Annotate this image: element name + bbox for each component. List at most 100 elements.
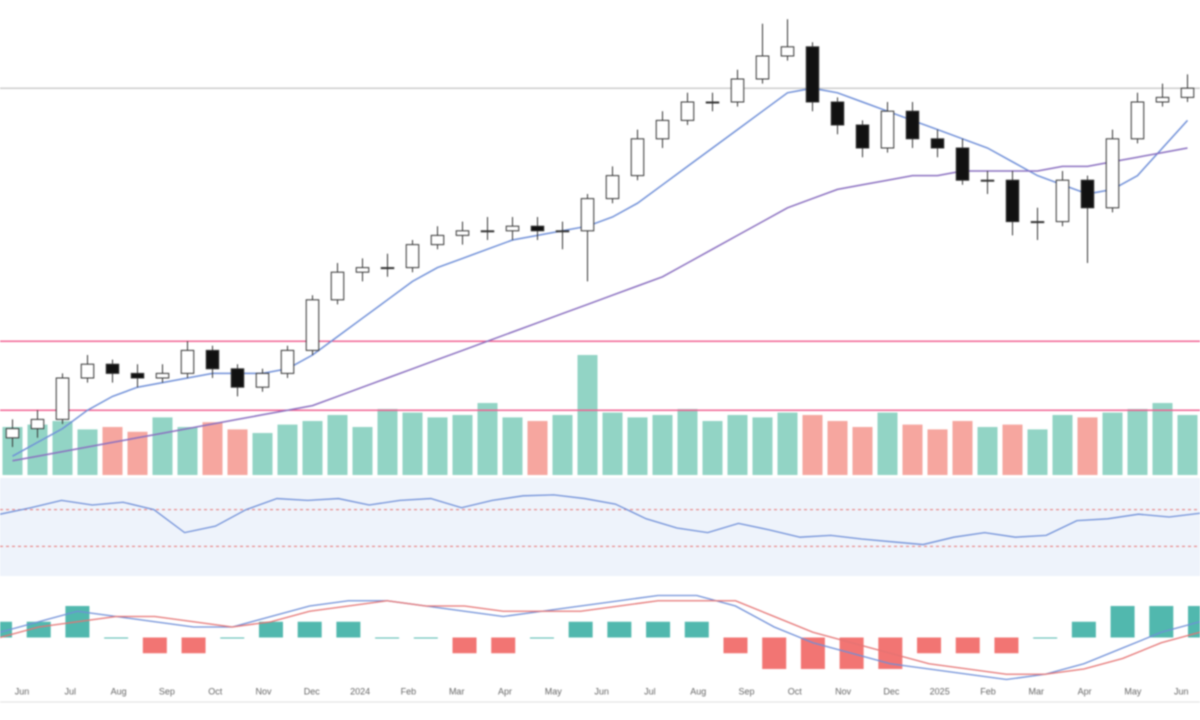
x-tick-label: 2025	[930, 686, 950, 696]
volume-bar	[2, 427, 23, 475]
macd-histogram	[568, 621, 593, 638]
volume-bar	[152, 417, 173, 475]
volume-bar	[577, 355, 598, 475]
volume-bar	[377, 409, 398, 475]
macd-signal	[0, 600, 1200, 675]
candle-body	[980, 179, 995, 182]
volume-bar	[802, 415, 823, 475]
candle-body	[530, 225, 545, 232]
volume-bar	[1052, 415, 1073, 475]
volume-bar	[252, 433, 273, 475]
macd-histogram	[1110, 606, 1135, 638]
volume-bar	[302, 421, 323, 475]
macd-histogram	[491, 637, 516, 654]
candle-body	[55, 377, 70, 420]
candle-body	[880, 110, 895, 149]
volume-bar	[1027, 429, 1048, 475]
macd-histogram	[1033, 637, 1058, 639]
candle-body	[130, 372, 145, 379]
volume-bar	[877, 412, 898, 475]
macd-histogram	[142, 637, 167, 654]
candle-body	[1130, 101, 1145, 140]
volume-bar	[927, 429, 948, 475]
volume-bar	[427, 417, 448, 475]
volume-bar	[402, 412, 423, 475]
x-tick-label: Apr	[1078, 686, 1092, 696]
macd-histogram	[452, 637, 477, 654]
x-tick-label: 2024	[350, 686, 370, 696]
candle-body	[705, 101, 720, 104]
x-tick-label: Sep	[159, 686, 175, 696]
macd-histogram	[762, 637, 787, 669]
volume-bar	[902, 424, 923, 475]
candle-body	[805, 46, 820, 103]
volume-bar	[502, 417, 523, 475]
candle-body	[780, 46, 795, 57]
volume-bar	[852, 427, 873, 475]
volume-bar	[202, 422, 223, 475]
x-tick-label: Sep	[738, 686, 754, 696]
x-tick-label: Jun	[594, 686, 609, 696]
x-tick-label: Dec	[883, 686, 900, 696]
candle-body	[430, 234, 445, 246]
x-tick-label: Feb	[980, 686, 996, 696]
candle-body	[1105, 138, 1120, 209]
candle-body	[1180, 87, 1195, 98]
candle-body	[555, 230, 570, 233]
macd-histogram	[336, 621, 361, 638]
x-tick-label: Oct	[788, 686, 803, 696]
candle-body	[205, 349, 220, 370]
volume-bar	[627, 417, 648, 475]
volume-bar	[227, 429, 248, 475]
volume-bar	[727, 415, 748, 475]
candle-body	[730, 78, 745, 103]
volume-bar	[102, 427, 123, 475]
candle-body	[280, 349, 295, 374]
macd-histogram	[1071, 621, 1096, 638]
macd-histogram	[258, 621, 283, 638]
volume-bar	[1152, 403, 1173, 475]
volume-bar	[27, 424, 48, 475]
candle-body	[230, 368, 245, 388]
candle-body	[1055, 179, 1070, 223]
candle-body	[380, 267, 395, 270]
volume-bar	[77, 429, 98, 475]
rsi-panel	[0, 478, 1200, 576]
candle-body	[580, 198, 595, 232]
macd-histogram	[723, 637, 748, 654]
candle-body	[855, 124, 870, 149]
x-tick-label: Jul	[65, 686, 77, 696]
macd-histogram	[994, 637, 1019, 654]
x-tick-label: Aug	[111, 686, 127, 696]
candle-body	[180, 349, 195, 374]
candle-body	[630, 138, 645, 177]
macd-histogram	[917, 637, 942, 654]
macd-histogram	[220, 637, 245, 639]
volume-bar	[602, 412, 623, 475]
x-tick-label: May	[1124, 686, 1142, 696]
candle-body	[480, 230, 495, 233]
candle-body	[905, 110, 920, 140]
volume-bar	[827, 421, 848, 475]
volume-bar	[477, 403, 498, 475]
macd-histogram	[646, 621, 671, 638]
x-tick-label: Dec	[304, 686, 321, 696]
candle-body	[1155, 96, 1170, 103]
volume-bar	[977, 427, 998, 475]
volume-bar	[702, 421, 723, 475]
macd-histogram	[955, 637, 980, 654]
x-tick-label: Apr	[498, 686, 512, 696]
macd-histogram	[413, 637, 438, 639]
x-tick-label: Mar	[449, 686, 465, 696]
candle-body	[155, 372, 170, 379]
x-tick-label: Nov	[835, 686, 852, 696]
x-tick-label: Nov	[255, 686, 272, 696]
macd-macd	[0, 594, 1200, 681]
candle-body	[405, 244, 420, 269]
volume-bar	[277, 424, 298, 475]
volume-bar	[127, 431, 148, 475]
macd-histogram	[1188, 606, 1200, 638]
macd-histogram	[529, 637, 554, 639]
volume-bar	[752, 417, 773, 475]
